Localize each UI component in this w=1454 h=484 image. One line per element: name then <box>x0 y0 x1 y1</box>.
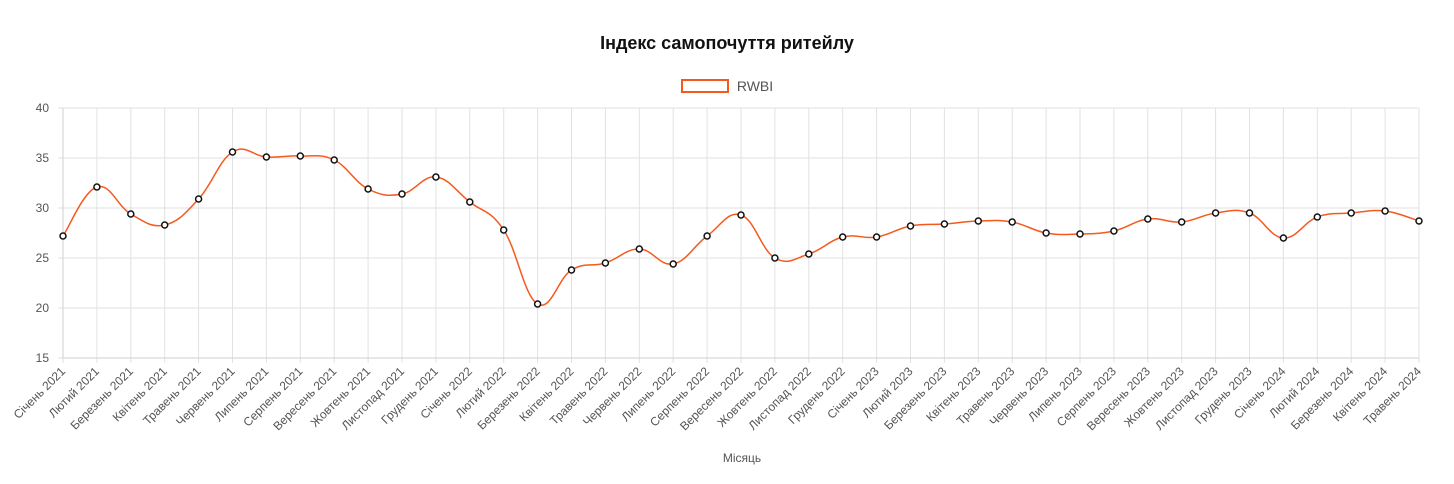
data-point <box>940 220 949 228</box>
data-point <box>635 245 644 253</box>
data-point <box>364 185 372 193</box>
data-point <box>906 222 915 230</box>
y-tick-label: 20 <box>36 301 50 315</box>
data-point <box>330 156 338 164</box>
data-point <box>1177 218 1186 226</box>
chart-title: Індекс самопочуття ритейлу <box>600 33 854 53</box>
data-point <box>838 233 847 241</box>
data-point <box>1313 213 1322 221</box>
data-point <box>771 254 779 262</box>
data-point <box>1076 230 1084 238</box>
data-point <box>194 195 203 203</box>
data-point <box>93 183 101 191</box>
y-tick-label: 40 <box>36 101 50 115</box>
data-point <box>499 226 508 234</box>
data-point <box>1211 209 1220 217</box>
y-tick-label: 30 <box>36 201 50 215</box>
data-point <box>127 210 135 218</box>
legend[interactable]: RWBI <box>0 78 1454 94</box>
data-point <box>1415 217 1423 225</box>
data-point <box>669 260 677 268</box>
data-point <box>601 259 610 267</box>
grid <box>58 107 1420 363</box>
data-point <box>1144 215 1152 223</box>
data-point <box>974 217 983 225</box>
data-point <box>703 232 711 240</box>
data-point <box>533 300 542 308</box>
data-point <box>228 148 237 156</box>
data-point <box>1042 229 1050 237</box>
data-point <box>262 153 271 161</box>
data-point <box>160 221 169 229</box>
x-axis-title: Місяць <box>723 451 761 465</box>
data-point <box>1381 207 1389 215</box>
y-tick-label: 15 <box>36 351 50 365</box>
data-point <box>296 152 305 160</box>
y-tick-label: 25 <box>36 251 50 265</box>
data-point <box>872 233 881 241</box>
data-point <box>466 198 474 206</box>
legend-label[interactable]: RWBI <box>736 78 774 94</box>
data-point <box>398 190 406 198</box>
legend-swatch[interactable] <box>680 79 729 93</box>
y-tick-label: 35 <box>36 151 50 165</box>
series-rwbi <box>59 148 1423 308</box>
data-point <box>1347 209 1355 217</box>
data-point <box>1110 227 1118 235</box>
data-point <box>59 232 67 240</box>
data-point <box>1008 218 1016 226</box>
data-point <box>432 173 440 181</box>
data-point <box>737 211 745 219</box>
data-point <box>805 250 813 258</box>
data-point <box>1245 209 1254 217</box>
data-point <box>567 266 576 274</box>
data-point <box>1279 234 1288 242</box>
